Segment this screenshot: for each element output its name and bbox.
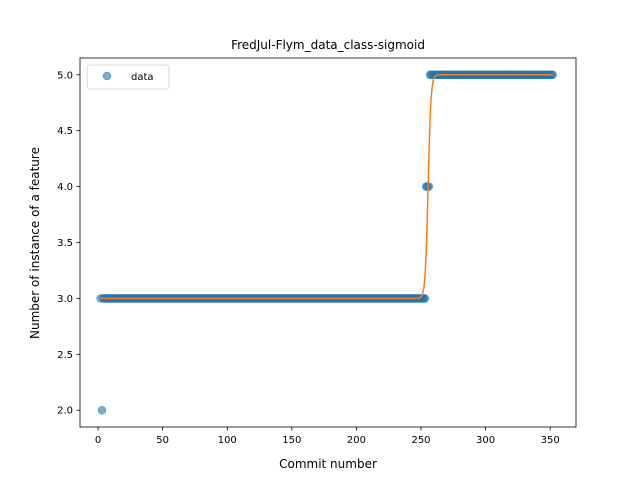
chart-title: FredJul-Flym_data_class-sigmoid: [231, 38, 425, 52]
x-tick-label: 0: [95, 435, 101, 446]
y-tick-label: 4.0: [57, 182, 73, 193]
x-tick-label: 300: [476, 435, 495, 446]
axes: 0 50 100 150 200 250 300 350 2.0 2.5 3.0 3.5 4.0 4.5 5…: [57, 57, 577, 446]
y-tick-label: 3.5: [57, 238, 73, 249]
legend-marker: [102, 71, 112, 81]
y-tick-label: 4.5: [57, 126, 73, 137]
data-point: [97, 405, 107, 415]
y-axis-label: Number of instance of a feature: [28, 147, 42, 339]
y-tick-label: 2.5: [57, 350, 73, 361]
x-tick-label: 250: [411, 435, 430, 446]
y-tick-label: 3.0: [57, 294, 73, 305]
y-tick-label: 2.0: [57, 406, 73, 417]
x-axis-label: Commit number: [279, 457, 377, 471]
x-tick-label: 350: [541, 435, 560, 446]
plot-area: [96, 70, 558, 415]
x-tick-label: 100: [218, 435, 237, 446]
legend: data: [86, 64, 170, 90]
x-tick-label: 150: [282, 435, 301, 446]
x-tick-label: 50: [156, 435, 169, 446]
data-point: [420, 294, 430, 303]
legend-entry-data: data: [131, 72, 154, 83]
y-tick-label: 5.0: [57, 70, 73, 81]
x-tick-label: 200: [347, 435, 366, 446]
legend-box: [86, 64, 170, 90]
sigmoid-fit-line: [100, 74, 553, 300]
